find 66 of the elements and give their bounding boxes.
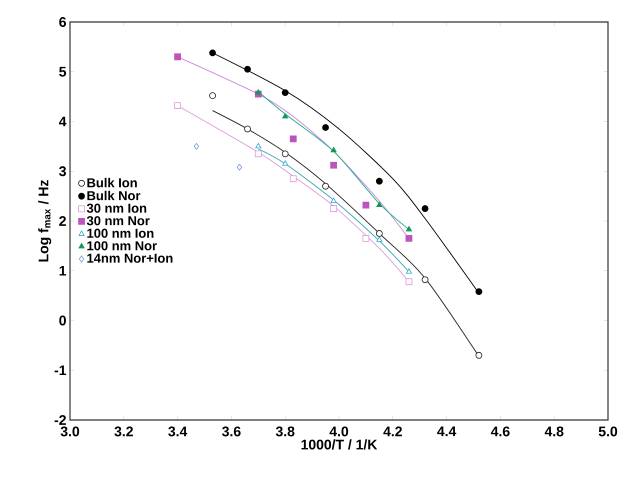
x-tick-label: 4.6 bbox=[490, 426, 510, 436]
point bbox=[422, 276, 428, 284]
point bbox=[255, 89, 262, 95]
point bbox=[475, 288, 482, 296]
point bbox=[209, 49, 216, 56]
y-tick-label: 2 bbox=[59, 216, 66, 226]
y-axis-title: Log f$_{max}$ / Hz bbox=[38, 180, 52, 262]
point bbox=[376, 236, 382, 242]
point bbox=[255, 142, 262, 148]
point bbox=[322, 182, 329, 190]
point bbox=[330, 146, 337, 152]
point bbox=[406, 268, 412, 274]
legend-label: 14nm Nor+Ion bbox=[87, 254, 172, 263]
point bbox=[244, 66, 251, 73]
point bbox=[254, 150, 262, 158]
point bbox=[422, 205, 428, 212]
point bbox=[282, 89, 289, 96]
x-tick-label: 3.6 bbox=[222, 426, 241, 436]
point bbox=[209, 92, 216, 100]
y-tick-label: 3 bbox=[59, 166, 66, 176]
point bbox=[376, 178, 383, 185]
point bbox=[244, 126, 251, 132]
legend-label: 30 nm Ion bbox=[86, 204, 146, 213]
x-tick-label: 3.0 bbox=[60, 426, 80, 436]
point bbox=[322, 124, 329, 131]
x-tick-label: 4.8 bbox=[544, 426, 564, 436]
y-tick-label: -2 bbox=[54, 415, 66, 425]
y-tick-label: 6 bbox=[59, 17, 66, 27]
point bbox=[406, 278, 412, 286]
point bbox=[406, 235, 412, 242]
y-tick-label: 1 bbox=[60, 266, 66, 276]
x-tick-label: 3.8 bbox=[276, 426, 294, 436]
x-axis-title: 1000/T / 1/K bbox=[302, 439, 378, 450]
legend-label: 100 nm Nor bbox=[87, 241, 157, 250]
legend-label: 100 nm Ion bbox=[87, 228, 154, 238]
y-tick-label: 4 bbox=[58, 116, 66, 126]
point bbox=[236, 164, 242, 171]
point bbox=[290, 175, 297, 182]
point bbox=[330, 162, 338, 169]
point bbox=[282, 113, 288, 118]
point bbox=[282, 160, 288, 166]
point bbox=[362, 235, 370, 242]
x-tick-label: 3.4 bbox=[168, 426, 188, 436]
x-tick-label: 4.2 bbox=[383, 426, 402, 436]
point bbox=[174, 102, 181, 109]
x-tick-label: 5.0 bbox=[598, 426, 618, 436]
legend-label: 30 nm Nor bbox=[86, 216, 150, 226]
legend-label: Bulk Ion bbox=[87, 178, 137, 188]
y-tick-label: -1 bbox=[54, 365, 66, 376]
point bbox=[174, 53, 181, 60]
x-tick-label: 3.2 bbox=[114, 426, 133, 436]
y-tick-label: 5 bbox=[59, 66, 66, 77]
y-tick-label: 0 bbox=[59, 316, 66, 326]
point bbox=[290, 136, 297, 142]
point bbox=[194, 142, 200, 150]
point bbox=[376, 202, 382, 207]
point bbox=[330, 205, 338, 212]
point bbox=[406, 226, 412, 232]
point bbox=[362, 202, 370, 208]
point bbox=[330, 198, 337, 203]
x-tick-label: 4.4 bbox=[437, 426, 456, 436]
point bbox=[376, 230, 383, 237]
point bbox=[282, 150, 289, 158]
legend-label: Bulk Nor bbox=[87, 190, 140, 200]
point bbox=[475, 352, 482, 359]
x-tick-label: 4.0 bbox=[330, 426, 348, 436]
